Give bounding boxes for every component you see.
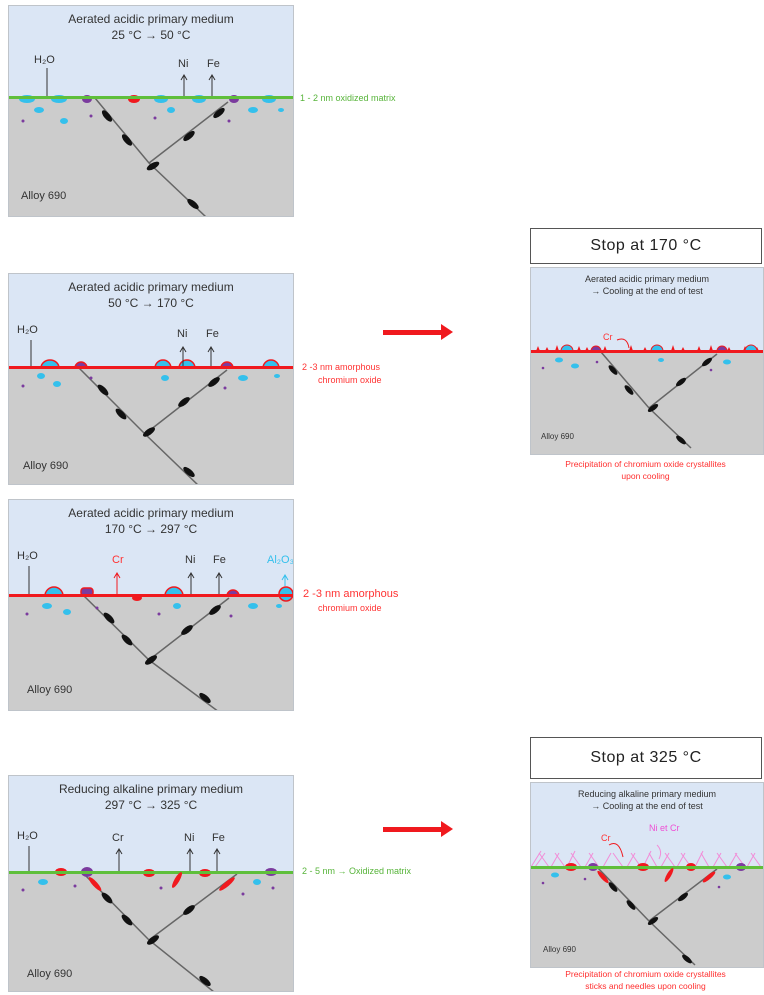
- panel-4-title: Reducing alkaline primary medium: [58, 782, 244, 796]
- panel-2-side-note-line-1: 2 -3 nm amorphous: [302, 362, 381, 372]
- panel-2-side-note-line-2: chromium oxide: [318, 375, 382, 385]
- panel-1-side-note: 1 - 2 nm oxidized matrix: [300, 93, 396, 103]
- panel-2-title: Aerated acidic primary medium: [68, 280, 234, 294]
- stop-325-heading: Stop at 325 °C: [530, 737, 762, 779]
- fe-label: Fe: [213, 554, 226, 566]
- panel-3-illustration: [9, 500, 293, 710]
- h2o-label: H₂O: [17, 324, 38, 336]
- right-arrow-icon: [383, 821, 453, 837]
- ni-label: Ni: [184, 832, 195, 844]
- stop-170-illustration: [531, 268, 763, 449]
- ni-et-cr-label: Ni et Cr: [649, 823, 680, 833]
- cr-label: Cr: [112, 554, 124, 566]
- stop-170-title: Aerated acidic primary medium: [584, 274, 710, 284]
- alloy-label: Alloy 690: [27, 968, 73, 980]
- panel-4-illustration: [9, 776, 293, 991]
- stop-325-title: Reducing alkaline primary medium: [577, 789, 717, 799]
- cr-label: Cr: [112, 832, 124, 844]
- al2o3-label: Al₂O₃: [267, 554, 294, 566]
- stop-170-subtitle: → Cooling at the end of test: [591, 286, 703, 296]
- panel-1-25-50C: Aerated acidic primary medium 25 °C → 50…: [8, 5, 294, 217]
- stop-325-caption-line-1: Precipitation of chromium oxide crystall…: [565, 969, 726, 979]
- panel-3-side-note-line-1: 2 -3 nm amorphous: [303, 588, 399, 600]
- ni-label: Ni: [177, 328, 188, 340]
- stop-170-caption-line-2: upon cooling: [621, 471, 670, 481]
- fe-label: Fe: [206, 328, 219, 340]
- panel-1-temperature: 25 °C → 50 °C: [111, 28, 191, 42]
- stop-170-heading: Stop at 170 °C: [530, 228, 762, 264]
- stop-325-subtitle: → Cooling at the end of test: [591, 801, 703, 811]
- stop-325-illustration: [531, 783, 763, 966]
- h2o-label: H₂O: [17, 830, 38, 842]
- panel-1-title: Aerated acidic primary medium: [68, 12, 234, 26]
- alloy-label: Alloy 690: [23, 460, 69, 472]
- alloy-label: Alloy 690: [21, 190, 67, 202]
- panel-2-50-170C: Aerated acidic primary medium 50 °C → 17…: [8, 273, 294, 485]
- stop-325-caption-line-2: sticks and needles upon cooling: [585, 981, 706, 991]
- stop-325-panel: Reducing alkaline primary medium → Cooli…: [530, 782, 764, 968]
- stop-170-caption-line-1: Precipitation of chromium oxide crystall…: [565, 459, 726, 469]
- ni-label: Ni: [178, 58, 189, 70]
- panel-4-side-note: 2 - 5 nm → Oxidized matrix: [302, 866, 412, 876]
- panel-3-title: Aerated acidic primary medium: [68, 506, 234, 520]
- panel-3-temperature: 170 °C → 297 °C: [104, 522, 198, 536]
- fe-label: Fe: [207, 58, 220, 70]
- ni-label: Ni: [185, 554, 196, 566]
- panel-3-170-297C: Aerated acidic primary medium 170 °C → 2…: [8, 499, 294, 711]
- panel-2-illustration: [9, 274, 293, 484]
- h2o-label: H₂O: [17, 550, 38, 562]
- h2o-label: H₂O: [34, 54, 55, 66]
- right-arrow-icon: [383, 324, 453, 340]
- alloy-label: Alloy 690: [543, 945, 576, 954]
- panel-4-temperature: 297 °C → 325 °C: [104, 798, 198, 812]
- panel-1-illustration: [9, 6, 293, 216]
- panel-3-side-note-line-2: chromium oxide: [318, 603, 382, 613]
- alloy-label: Alloy 690: [541, 432, 574, 441]
- alloy-label: Alloy 690: [27, 684, 73, 696]
- panel-4-297-325C: Reducing alkaline primary medium 297 °C …: [8, 775, 294, 992]
- cr-label: Cr: [603, 332, 613, 342]
- cr-label: Cr: [601, 833, 611, 843]
- stop-170-panel: Aerated acidic primary medium → Cooling …: [530, 267, 764, 455]
- panel-2-temperature: 50 °C → 170 °C: [108, 296, 194, 310]
- fe-label: Fe: [212, 832, 225, 844]
